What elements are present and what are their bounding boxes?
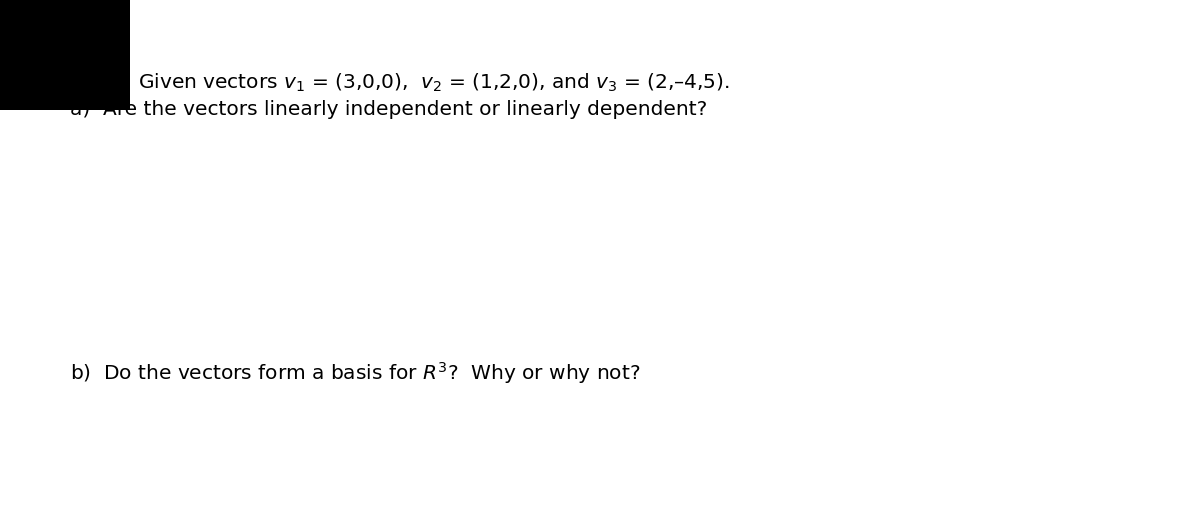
- Text: a)  Are the vectors linearly independent or linearly dependent?: a) Are the vectors linearly independent …: [70, 100, 707, 119]
- Text: Given vectors $v_1$ = (3,0,0),  $v_2$ = (1,2,0), and $v_3$ = (2,–4,5).: Given vectors $v_1$ = (3,0,0), $v_2$ = (…: [138, 72, 730, 94]
- Bar: [0, 0, 130, 110]
- Text: b)  Do the vectors form a basis for $R^3$?  Why or why not?: b) Do the vectors form a basis for $R^3$…: [70, 360, 641, 386]
